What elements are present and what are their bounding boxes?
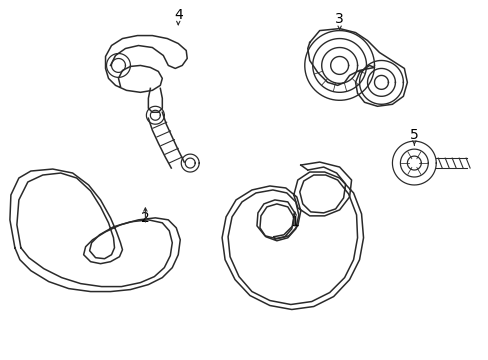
Text: 1: 1 [290,215,299,229]
Text: 4: 4 [174,8,182,22]
Text: 2: 2 [141,211,149,225]
Text: 3: 3 [335,12,343,26]
Text: 5: 5 [409,128,418,142]
